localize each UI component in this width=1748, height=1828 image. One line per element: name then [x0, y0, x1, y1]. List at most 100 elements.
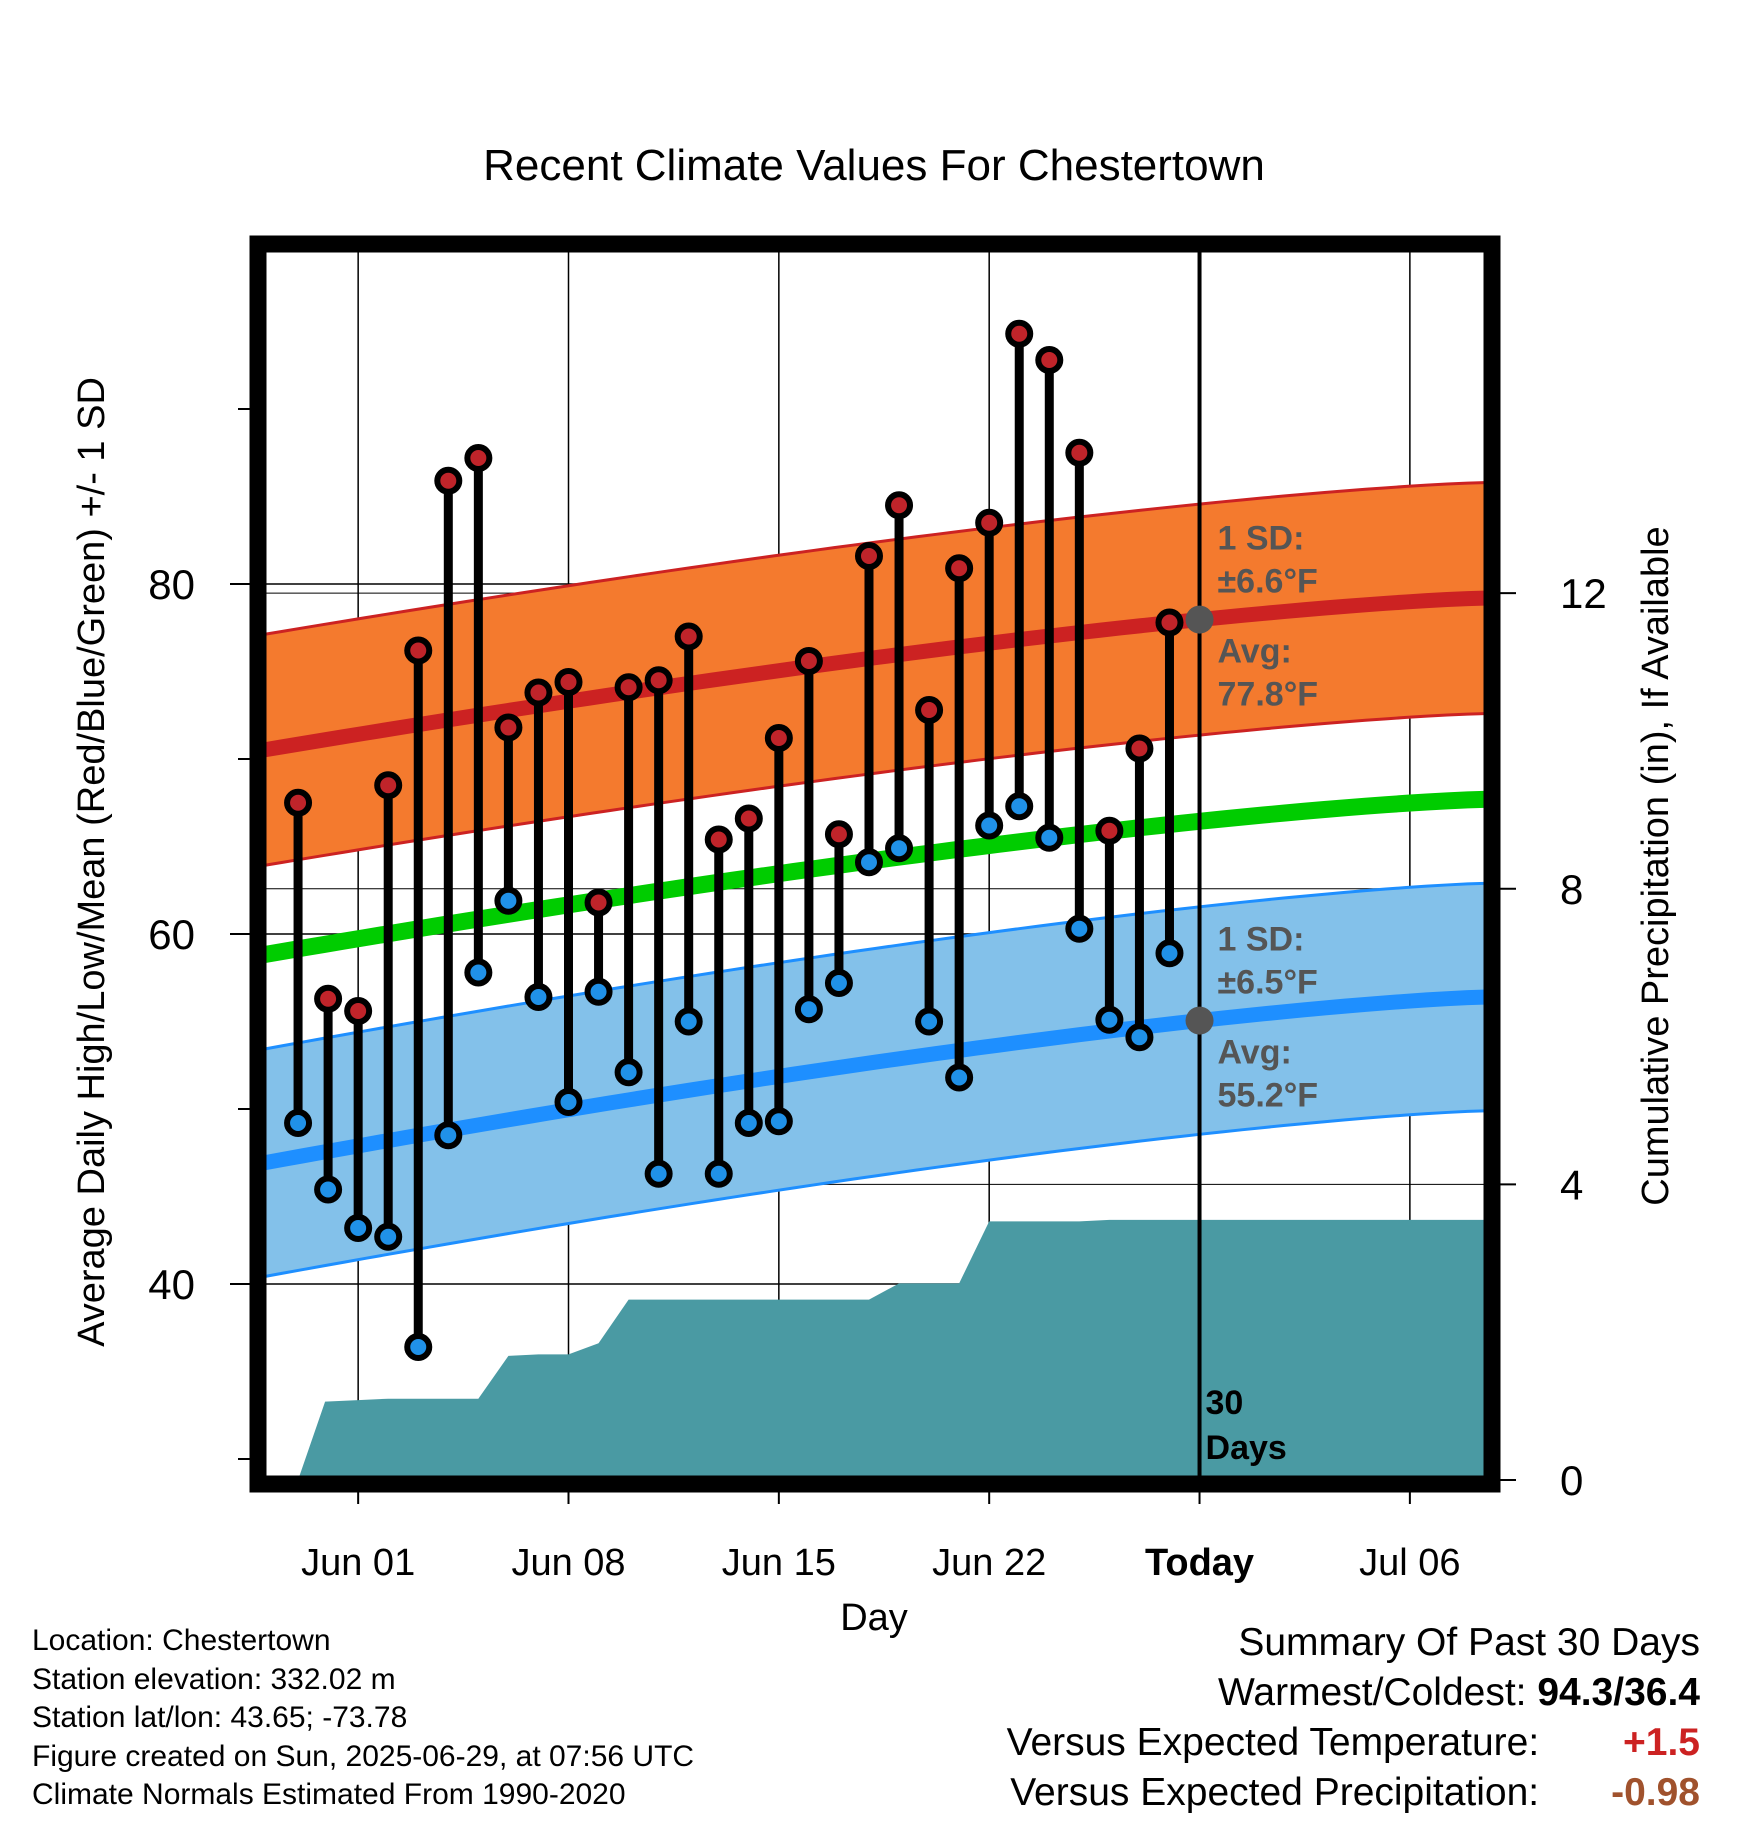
normals-text: Climate Normals Estimated From 1990-2020 — [32, 1778, 626, 1811]
low-avg-label: Avg: — [1218, 1034, 1292, 1072]
low-temp-point — [1155, 939, 1184, 968]
low-temp-point — [554, 1088, 583, 1116]
high-temp-point — [344, 997, 373, 1025]
day-observation — [314, 984, 343, 1204]
summary-precipitation: Versus Expected Precipitation: -0.98 — [1007, 1768, 1700, 1818]
high-temp-point — [464, 444, 493, 472]
low-sd-label: 1 SD: — [1218, 921, 1305, 959]
right-y-tick-label: 8 — [1560, 866, 1583, 913]
low-temp-point — [975, 811, 1004, 840]
latlon-text: Station lat/lon: 43.65; -73.78 — [32, 1701, 408, 1734]
high-band-upper-edge — [261, 481, 1489, 637]
low-temp-point — [314, 1175, 343, 1204]
plot-border — [249, 235, 1501, 1493]
high-temp-point — [404, 636, 433, 665]
low-temp-point — [1035, 823, 1064, 852]
high-temp-point — [794, 647, 823, 675]
elevation-text: Station elevation: 332.02 m — [32, 1662, 396, 1696]
low-temp-point — [674, 1007, 703, 1036]
temp-value: +1.5 — [1623, 1721, 1700, 1764]
high-temp-point — [1065, 438, 1094, 467]
precip-label: Versus Expected Precipitation: — [1010, 1771, 1540, 1814]
low-avg-value: 55.2°F — [1218, 1077, 1319, 1115]
location-text: Location: Chestertown — [32, 1624, 331, 1657]
low-temp-point — [1065, 914, 1094, 943]
high-temp-point — [374, 771, 403, 800]
high-temp-point — [885, 491, 914, 520]
day-observation — [885, 491, 914, 863]
low-temp-point — [524, 983, 553, 1011]
day-observation — [344, 997, 373, 1242]
high-temp-point — [824, 820, 853, 849]
precip-value: -0.98 — [1611, 1771, 1700, 1814]
right-y-tick-label: 12 — [1560, 570, 1607, 617]
day-observation — [614, 673, 643, 1087]
day-observation — [945, 554, 974, 1092]
high-temp-point — [704, 825, 733, 854]
low-sd-value: ±6.5°F — [1218, 964, 1318, 1002]
high-temp-point — [434, 466, 463, 495]
summary-temperature: Versus Expected Temperature: +1.5 — [1007, 1718, 1700, 1768]
today-high-avg-marker — [1185, 605, 1214, 634]
temp-label: Versus Expected Temperature: — [1006, 1721, 1540, 1764]
left-y-axis: 40 60 80 Average Daily High/Low/Mean (Red/B… — [71, 377, 250, 1460]
window-label-line1: 30 — [1206, 1384, 1244, 1422]
x-axis-title: Day — [840, 1597, 908, 1639]
right-axis-title: Cumulative Precipitation (in), If Availa… — [1635, 526, 1677, 1205]
plot-frame — [249, 235, 1501, 1493]
low-band-lower-edge — [261, 1109, 1489, 1279]
low-temp-point — [644, 1159, 673, 1188]
low-temp-point — [734, 1109, 763, 1137]
low-temp-point — [945, 1063, 974, 1092]
high-temp-point — [1155, 608, 1184, 637]
low-temp-point — [854, 848, 883, 877]
high-temp-point — [734, 804, 763, 833]
y-tick-label: 80 — [148, 561, 195, 608]
x-axis: Jun 01 Jun 08 Jun 15 Jun 22 Today Jul 06 Day — [301, 1488, 1461, 1639]
low-avg-line — [260, 989, 1489, 1171]
station-info: Location: Chestertown Station elevation:… — [32, 1622, 694, 1815]
summary-panel: Summary Of Past 30 Days Warmest/Coldest:… — [1007, 1618, 1700, 1818]
day-observation — [584, 888, 613, 1006]
high-temp-point — [1125, 734, 1154, 763]
day-observation — [975, 508, 1004, 840]
day-observation — [1005, 319, 1034, 821]
low-temp-point — [885, 834, 914, 863]
high-temp-point — [1035, 346, 1064, 374]
right-y-tick-label: 0 — [1560, 1457, 1583, 1504]
day-observation — [1095, 816, 1124, 1034]
high-avg-value: 77.8°F — [1218, 676, 1319, 714]
day-observation — [704, 825, 733, 1188]
x-tick-label: Jul 06 — [1359, 1542, 1460, 1584]
day-observation — [734, 804, 763, 1137]
x-tick-label: Jun 15 — [722, 1542, 836, 1584]
low-temp-point — [704, 1159, 733, 1188]
high-temp-point — [674, 622, 703, 651]
day-observation — [1125, 734, 1154, 1052]
day-observation — [554, 668, 583, 1116]
day-observation — [1065, 438, 1094, 943]
x-tick-label: Today — [1145, 1542, 1254, 1584]
low-temp-point — [284, 1109, 313, 1137]
summary-warm-cold: Warmest/Coldest: 94.3/36.4 — [1007, 1668, 1700, 1718]
day-observation — [374, 771, 403, 1251]
high-temp-point — [314, 984, 343, 1013]
day-observation — [1035, 346, 1064, 852]
low-temp-point — [614, 1058, 643, 1087]
right-y-axis: 0 4 8 12 Cumulative Precipitation (in), If A… — [1500, 526, 1677, 1504]
x-tick-label: Jun 01 — [301, 1542, 415, 1584]
low-temp-point — [344, 1214, 373, 1242]
window-label-line2: Days — [1206, 1429, 1287, 1467]
high-sd-value: ±6.6°F — [1218, 563, 1318, 601]
day-observation — [494, 713, 523, 915]
high-temp-point — [1005, 319, 1034, 348]
day-observation — [404, 636, 433, 1361]
day-observation — [915, 696, 944, 1036]
high-temp-point — [1095, 816, 1124, 845]
high-temp-point — [584, 888, 613, 917]
day-observation — [854, 542, 883, 877]
left-axis-title: Average Daily High/Low/Mean (Red/Blue/Gr… — [71, 377, 113, 1347]
low-temp-point — [1125, 1023, 1154, 1052]
low-band-upper-edge — [261, 881, 1489, 1051]
warm-cold-label: Warmest/Coldest: — [1218, 1671, 1527, 1714]
